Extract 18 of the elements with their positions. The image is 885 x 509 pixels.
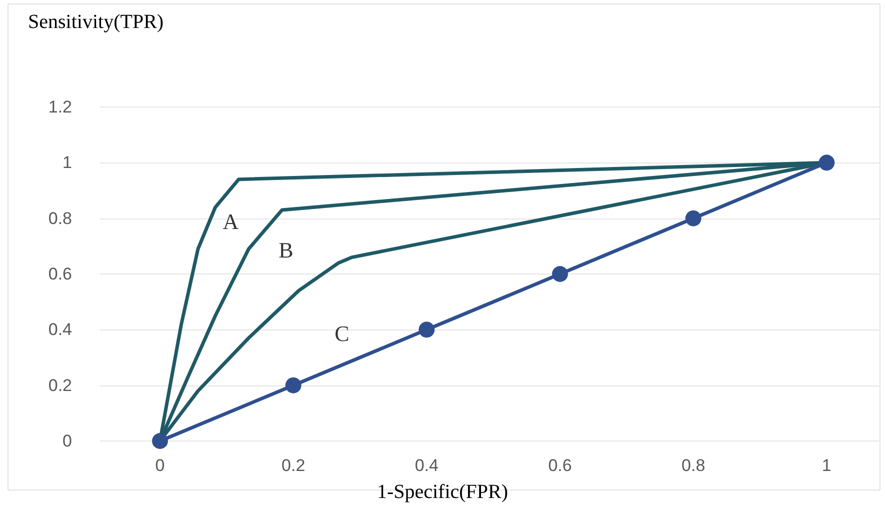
x-tick-label: 0.8 bbox=[682, 456, 706, 475]
y-tick-label: 0 bbox=[62, 432, 72, 450]
x-tick-label: 0.4 bbox=[414, 456, 438, 475]
x-tick-label: 0 bbox=[155, 456, 165, 475]
x-tick-label: 0.6 bbox=[548, 456, 572, 475]
y-axis-title: Sensitivity(TPR) bbox=[28, 11, 164, 33]
annotation: B bbox=[278, 237, 294, 262]
annotation: A bbox=[222, 208, 239, 234]
x-tick-label: 1 bbox=[822, 456, 832, 475]
annotation: C bbox=[334, 320, 350, 346]
y-tick-label: 0.6 bbox=[48, 264, 72, 284]
y-tick-label: 1.2 bbox=[48, 98, 72, 116]
x-tick-label: 0.2 bbox=[282, 456, 306, 475]
y-tick-label: 1 bbox=[62, 153, 72, 172]
x-axis-title: 1-Specific(FPR) bbox=[376, 481, 508, 503]
y-tick-label: 0.4 bbox=[48, 320, 72, 340]
y-tick-label: 0.8 bbox=[48, 208, 72, 228]
y-tick-label: 0.2 bbox=[48, 376, 72, 395]
